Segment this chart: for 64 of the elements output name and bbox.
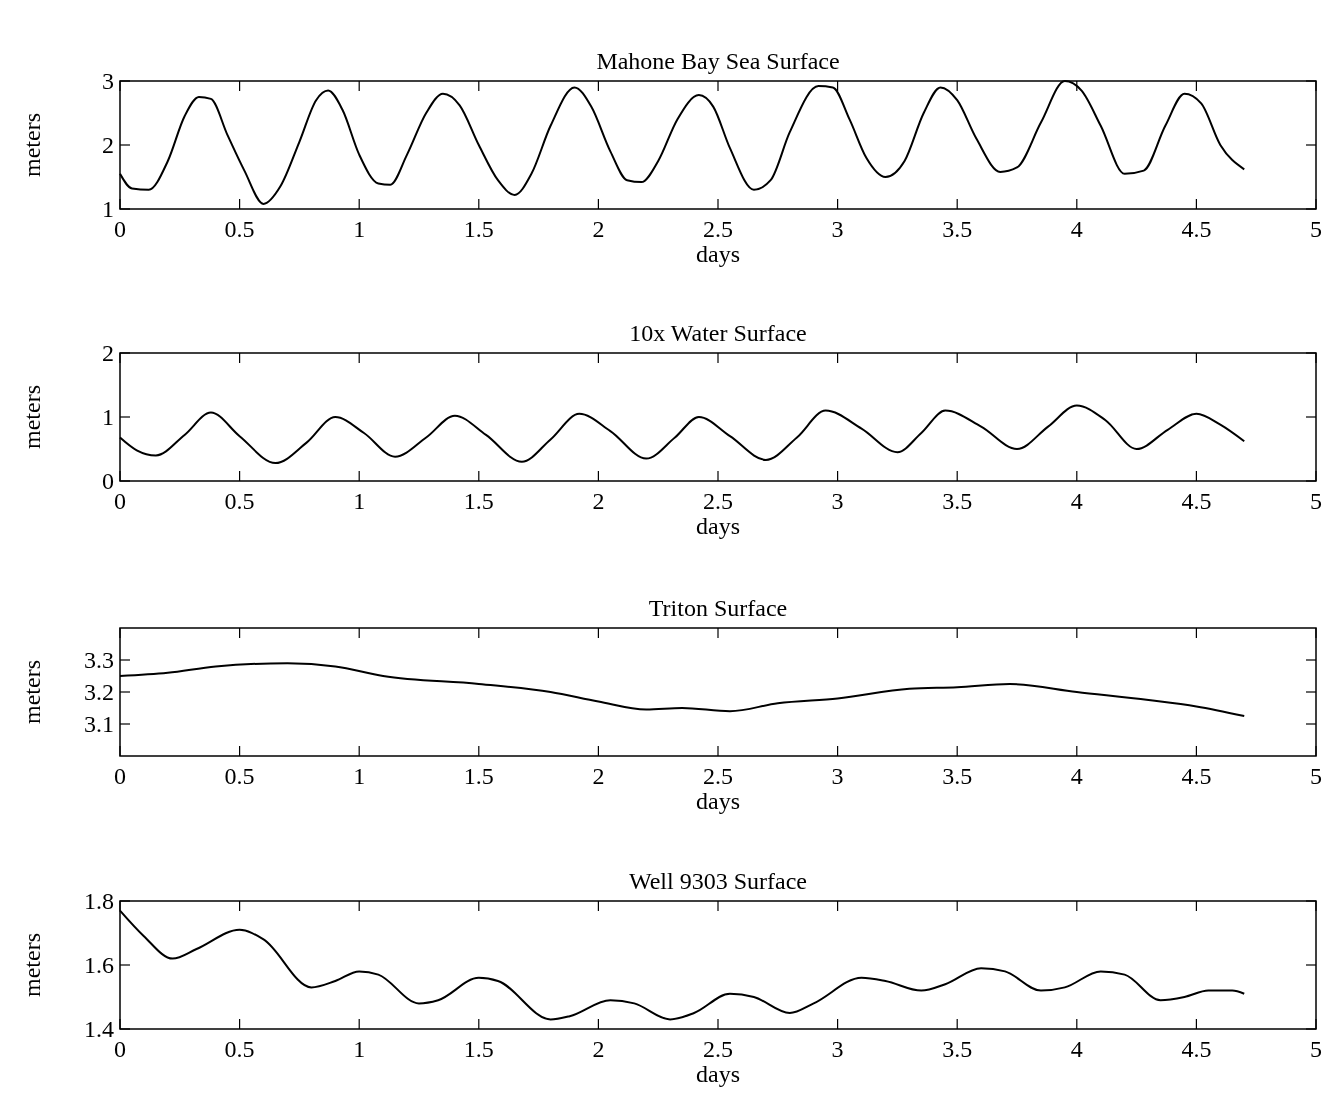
x-tick-label: 4 <box>1070 488 1083 514</box>
y-axis-title: meters <box>19 113 45 177</box>
x-tick-label: 3 <box>831 1036 844 1062</box>
y-tick-label: 2 <box>102 340 114 366</box>
x-tick-label: 3.5 <box>942 216 973 242</box>
y-tick-label: 1.4 <box>84 1016 114 1042</box>
x-tick-label: 2.5 <box>703 763 733 789</box>
x-tick-label: 3.5 <box>942 763 973 789</box>
x-tick-label: 3 <box>831 216 844 242</box>
y-axis-title: meters <box>19 385 45 449</box>
y-tick-label: 2 <box>102 132 114 158</box>
x-tick-label: 1.5 <box>463 763 494 789</box>
x-tick-label: 0.5 <box>224 1036 255 1062</box>
x-axis-title: days <box>696 1061 740 1087</box>
chart-title: Triton Surface <box>648 595 788 621</box>
x-tick-label: 5 <box>1310 488 1322 514</box>
x-tick-label: 1 <box>353 216 366 242</box>
x-tick-label: 3 <box>831 488 844 514</box>
x-tick-label: 1 <box>353 488 366 514</box>
x-tick-label: 2 <box>592 488 605 514</box>
y-tick-label: 0 <box>102 468 114 494</box>
y-tick-label: 1 <box>102 196 114 222</box>
y-tick-label: 3.3 <box>84 647 114 673</box>
x-tick-label: 2.5 <box>703 1036 733 1062</box>
x-tick-label: 1 <box>353 763 366 789</box>
x-tick-label: 4 <box>1070 763 1083 789</box>
x-tick-label: 5 <box>1310 216 1322 242</box>
y-tick-label: 1.6 <box>84 952 114 978</box>
x-tick-label: 4.5 <box>1181 216 1212 242</box>
chart-title: Mahone Bay Sea Surface <box>596 48 840 74</box>
y-tick-label: 3.2 <box>84 679 114 705</box>
x-tick-label: 1.5 <box>463 1036 494 1062</box>
x-tick-label: 0.5 <box>224 763 255 789</box>
x-tick-label: 3.5 <box>942 488 973 514</box>
x-tick-label: 4.5 <box>1181 1036 1212 1062</box>
y-tick-label: 1 <box>102 404 114 430</box>
chart-title: 10x Water Surface <box>629 320 807 346</box>
x-tick-label: 5 <box>1310 1036 1322 1062</box>
x-tick-label: 5 <box>1310 763 1322 789</box>
x-tick-label: 4 <box>1070 1036 1083 1062</box>
x-tick-label: 2 <box>592 763 605 789</box>
x-tick-label: 4.5 <box>1181 488 1212 514</box>
x-tick-label: 2.5 <box>703 488 733 514</box>
x-tick-label: 1 <box>353 1036 366 1062</box>
x-tick-label: 2 <box>592 216 605 242</box>
chart-title: Well 9303 Surface <box>628 868 808 894</box>
x-tick-label: 1.5 <box>463 216 494 242</box>
x-tick-label: 4.5 <box>1181 763 1212 789</box>
x-tick-label: 0.5 <box>224 216 255 242</box>
x-tick-label: 3.5 <box>942 1036 973 1062</box>
x-tick-label: 3 <box>831 763 844 789</box>
x-tick-label: 1.5 <box>463 488 494 514</box>
x-axis-title: days <box>696 513 740 539</box>
y-tick-label: 3 <box>102 68 114 94</box>
x-axis-title: days <box>696 241 740 267</box>
x-tick-label: 2 <box>592 1036 605 1062</box>
x-tick-label: 4 <box>1070 216 1083 242</box>
y-tick-label: 3.1 <box>84 711 114 737</box>
x-axis-title: days <box>696 788 740 814</box>
y-tick-label: 1.8 <box>84 888 114 914</box>
y-axis-title: meters <box>19 660 45 724</box>
x-tick-label: 2.5 <box>703 216 733 242</box>
x-tick-label: 0.5 <box>224 488 255 514</box>
y-axis-title: meters <box>19 933 45 997</box>
